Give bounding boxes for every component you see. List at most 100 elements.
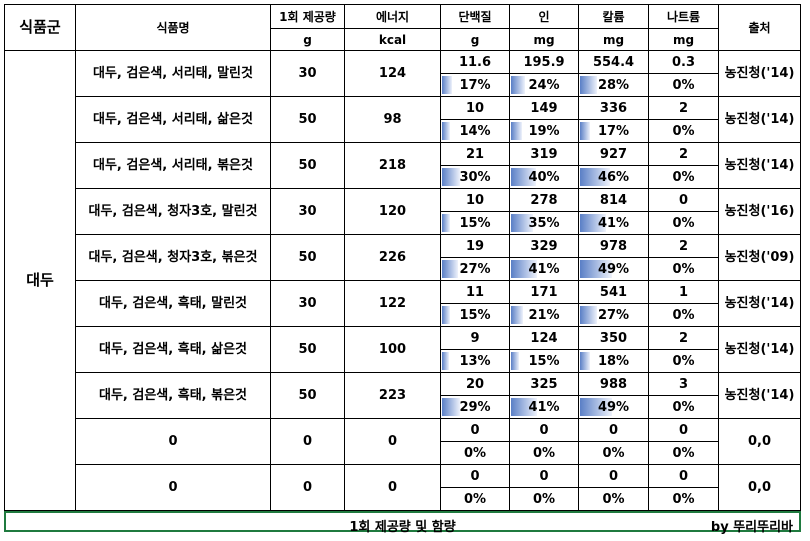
unit-phosphorus[interactable]: mg — [509, 28, 579, 51]
header-protein[interactable]: 단백질 — [440, 4, 510, 29]
potassium-value-cell[interactable]: 978 — [578, 234, 649, 258]
food-name-cell[interactable]: 0 — [75, 418, 271, 465]
protein-percent-cell[interactable]: 0% — [440, 487, 510, 511]
source-cell[interactable]: 0,0 — [718, 418, 801, 465]
energy-cell[interactable]: 122 — [344, 280, 441, 327]
sodium-value-cell[interactable]: 2 — [648, 142, 719, 166]
potassium-percent-cell[interactable]: 18% — [578, 349, 649, 373]
food-name-cell[interactable]: 0 — [75, 464, 271, 511]
protein-value-cell[interactable]: 10 — [440, 96, 510, 120]
header-phosphorus[interactable]: 인 — [509, 4, 579, 29]
phosphorus-value-cell[interactable]: 325 — [509, 372, 579, 396]
energy-cell[interactable]: 226 — [344, 234, 441, 281]
header-name[interactable]: 식품명 — [75, 4, 271, 51]
potassium-value-cell[interactable]: 541 — [578, 280, 649, 304]
potassium-value-cell[interactable]: 814 — [578, 188, 649, 212]
protein-percent-cell[interactable]: 29% — [440, 395, 510, 419]
energy-cell[interactable]: 98 — [344, 96, 441, 143]
potassium-percent-cell[interactable]: 17% — [578, 119, 649, 143]
source-cell[interactable]: 농진청('14) — [718, 50, 801, 97]
food-name-cell[interactable]: 대두, 검은색, 서리태, 말린것 — [75, 50, 271, 97]
potassium-percent-cell[interactable]: 27% — [578, 303, 649, 327]
unit-energy[interactable]: kcal — [344, 28, 441, 51]
phosphorus-value-cell[interactable]: 195.9 — [509, 50, 579, 74]
phosphorus-value-cell[interactable]: 124 — [509, 326, 579, 350]
header-sodium[interactable]: 나트륨 — [648, 4, 719, 29]
phosphorus-percent-cell[interactable]: 0% — [509, 441, 579, 465]
potassium-value-cell[interactable]: 554.4 — [578, 50, 649, 74]
potassium-value-cell[interactable]: 0 — [578, 464, 649, 488]
protein-percent-cell[interactable]: 14% — [440, 119, 510, 143]
phosphorus-percent-cell[interactable]: 24% — [509, 73, 579, 97]
header-group[interactable]: 식품군 — [4, 4, 76, 51]
potassium-percent-cell[interactable]: 46% — [578, 165, 649, 189]
source-cell[interactable]: 0,0 — [718, 464, 801, 511]
phosphorus-percent-cell[interactable]: 40% — [509, 165, 579, 189]
energy-cell[interactable]: 100 — [344, 326, 441, 373]
source-cell[interactable]: 농진청('16) — [718, 188, 801, 235]
protein-value-cell[interactable]: 19 — [440, 234, 510, 258]
header-serving[interactable]: 1회 제공량 — [270, 4, 345, 29]
potassium-value-cell[interactable]: 336 — [578, 96, 649, 120]
unit-serving[interactable]: g — [270, 28, 345, 51]
protein-percent-cell[interactable]: 15% — [440, 303, 510, 327]
phosphorus-value-cell[interactable]: 171 — [509, 280, 579, 304]
phosphorus-value-cell[interactable]: 319 — [509, 142, 579, 166]
phosphorus-percent-cell[interactable]: 15% — [509, 349, 579, 373]
phosphorus-percent-cell[interactable]: 41% — [509, 395, 579, 419]
sodium-percent-cell[interactable]: 0% — [648, 165, 719, 189]
protein-value-cell[interactable]: 0 — [440, 418, 510, 442]
potassium-value-cell[interactable]: 927 — [578, 142, 649, 166]
protein-percent-cell[interactable]: 15% — [440, 211, 510, 235]
sodium-value-cell[interactable]: 0 — [648, 418, 719, 442]
serving-cell[interactable]: 0 — [270, 418, 345, 465]
source-cell[interactable]: 농진청('14) — [718, 326, 801, 373]
protein-value-cell[interactable]: 20 — [440, 372, 510, 396]
potassium-percent-cell[interactable]: 49% — [578, 257, 649, 281]
protein-percent-cell[interactable]: 17% — [440, 73, 510, 97]
unit-protein[interactable]: g — [440, 28, 510, 51]
food-name-cell[interactable]: 대두, 검은색, 서리태, 삶은것 — [75, 96, 271, 143]
phosphorus-value-cell[interactable]: 149 — [509, 96, 579, 120]
sodium-percent-cell[interactable]: 0% — [648, 119, 719, 143]
energy-cell[interactable]: 0 — [344, 418, 441, 465]
food-name-cell[interactable]: 대두, 검은색, 흑태, 볶은것 — [75, 372, 271, 419]
phosphorus-percent-cell[interactable]: 41% — [509, 257, 579, 281]
protein-value-cell[interactable]: 21 — [440, 142, 510, 166]
serving-cell[interactable]: 50 — [270, 96, 345, 143]
energy-cell[interactable]: 124 — [344, 50, 441, 97]
potassium-value-cell[interactable]: 988 — [578, 372, 649, 396]
source-cell[interactable]: 농진청('14) — [718, 280, 801, 327]
phosphorus-value-cell[interactable]: 0 — [509, 418, 579, 442]
food-name-cell[interactable]: 대두, 검은색, 서리태, 볶은것 — [75, 142, 271, 189]
energy-cell[interactable]: 223 — [344, 372, 441, 419]
potassium-percent-cell[interactable]: 0% — [578, 441, 649, 465]
source-cell[interactable]: 농진청('14) — [718, 142, 801, 189]
source-cell[interactable]: 농진청('09) — [718, 234, 801, 281]
protein-value-cell[interactable]: 0 — [440, 464, 510, 488]
protein-percent-cell[interactable]: 27% — [440, 257, 510, 281]
protein-percent-cell[interactable]: 13% — [440, 349, 510, 373]
potassium-percent-cell[interactable]: 28% — [578, 73, 649, 97]
sodium-value-cell[interactable]: 1 — [648, 280, 719, 304]
sodium-percent-cell[interactable]: 0% — [648, 303, 719, 327]
food-name-cell[interactable]: 대두, 검은색, 흑태, 삶은것 — [75, 326, 271, 373]
phosphorus-percent-cell[interactable]: 21% — [509, 303, 579, 327]
serving-cell[interactable]: 30 — [270, 280, 345, 327]
protein-value-cell[interactable]: 10 — [440, 188, 510, 212]
protein-value-cell[interactable]: 11 — [440, 280, 510, 304]
serving-cell[interactable]: 50 — [270, 142, 345, 189]
sodium-value-cell[interactable]: 0 — [648, 188, 719, 212]
unit-potassium[interactable]: mg — [578, 28, 649, 51]
sodium-value-cell[interactable]: 0.3 — [648, 50, 719, 74]
serving-cell[interactable]: 50 — [270, 326, 345, 373]
phosphorus-value-cell[interactable]: 0 — [509, 464, 579, 488]
sodium-percent-cell[interactable]: 0% — [648, 349, 719, 373]
phosphorus-value-cell[interactable]: 329 — [509, 234, 579, 258]
energy-cell[interactable]: 218 — [344, 142, 441, 189]
sodium-value-cell[interactable]: 2 — [648, 234, 719, 258]
potassium-value-cell[interactable]: 350 — [578, 326, 649, 350]
phosphorus-percent-cell[interactable]: 35% — [509, 211, 579, 235]
protein-percent-cell[interactable]: 30% — [440, 165, 510, 189]
energy-cell[interactable]: 120 — [344, 188, 441, 235]
